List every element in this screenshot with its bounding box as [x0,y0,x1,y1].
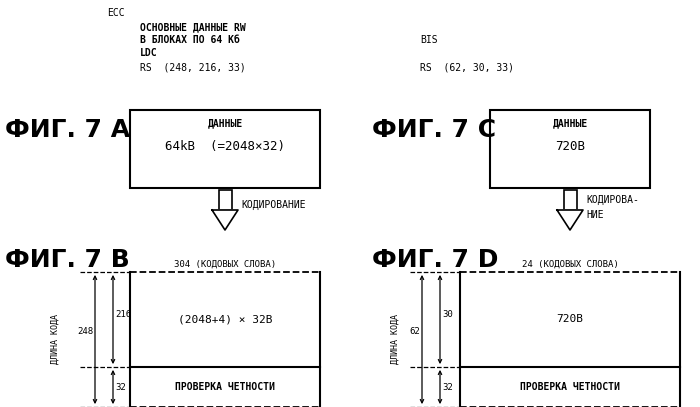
Bar [564,190,577,210]
Text: ДАННЫЕ: ДАННЫЕ [207,118,243,128]
Text: ДЛИНА КОДА: ДЛИНА КОДА [391,315,400,365]
Text: НИЕ: НИЕ [586,210,603,220]
Text: ПРОВЕРКА ЧЕТНОСТИ: ПРОВЕРКА ЧЕТНОСТИ [520,382,620,392]
Text: ФИГ. 7 D: ФИГ. 7 D [372,248,498,272]
Text: RS  (62, 30, 33): RS (62, 30, 33) [420,63,514,73]
Text: 64kB  (=2048×32): 64kB (=2048×32) [165,140,285,153]
Text: RS  (248, 216, 33): RS (248, 216, 33) [140,63,246,73]
Text: ФИГ. 7 А: ФИГ. 7 А [5,118,130,142]
Text: В БЛОКАХ ПО 64 Кб: В БЛОКАХ ПО 64 Кб [140,35,240,45]
Text: 32: 32 [115,383,126,392]
Text: 720В: 720В [556,315,584,324]
Text: ДАННЫЕ: ДАННЫЕ [552,118,587,128]
Text: LDC: LDC [140,48,158,58]
Text: ОСНОВНЫЕ ДАННЫЕ RW: ОСНОВНЫЕ ДАННЫЕ RW [140,22,246,32]
Bar [130,110,320,188]
Text: 62: 62 [410,327,420,336]
Text: 248: 248 [77,327,93,336]
Text: ДЛИНА КОДА: ДЛИНА КОДА [50,315,60,365]
Text: BIS: BIS [420,35,438,45]
Text: КОДИРОВАНИЕ: КОДИРОВАНИЕ [241,200,306,210]
Text: ECC: ECC [107,8,125,18]
Text: 32: 32 [442,383,453,392]
Text: ФИГ. 7 С: ФИГ. 7 С [372,118,496,142]
Text: 720В: 720В [555,140,585,153]
Text: ФИГ. 7 В: ФИГ. 7 В [5,248,130,272]
Text: 24 (КОДОВЫХ СЛОВА): 24 (КОДОВЫХ СЛОВА) [522,260,618,269]
Bar [218,190,232,210]
Text: 304 (КОДОВЫХ СЛОВА): 304 (КОДОВЫХ СЛОВА) [174,260,276,269]
Text: (2048+4) × 32В: (2048+4) × 32В [178,315,272,324]
Text: ПРОВЕРКА ЧЕТНОСТИ: ПРОВЕРКА ЧЕТНОСТИ [175,382,275,392]
Polygon shape [557,210,583,230]
Text: 30: 30 [442,310,453,319]
Bar [490,110,650,188]
Polygon shape [212,210,238,230]
Text: КОДИРОВА-: КОДИРОВА- [586,195,639,205]
Text: 216: 216 [115,310,131,319]
